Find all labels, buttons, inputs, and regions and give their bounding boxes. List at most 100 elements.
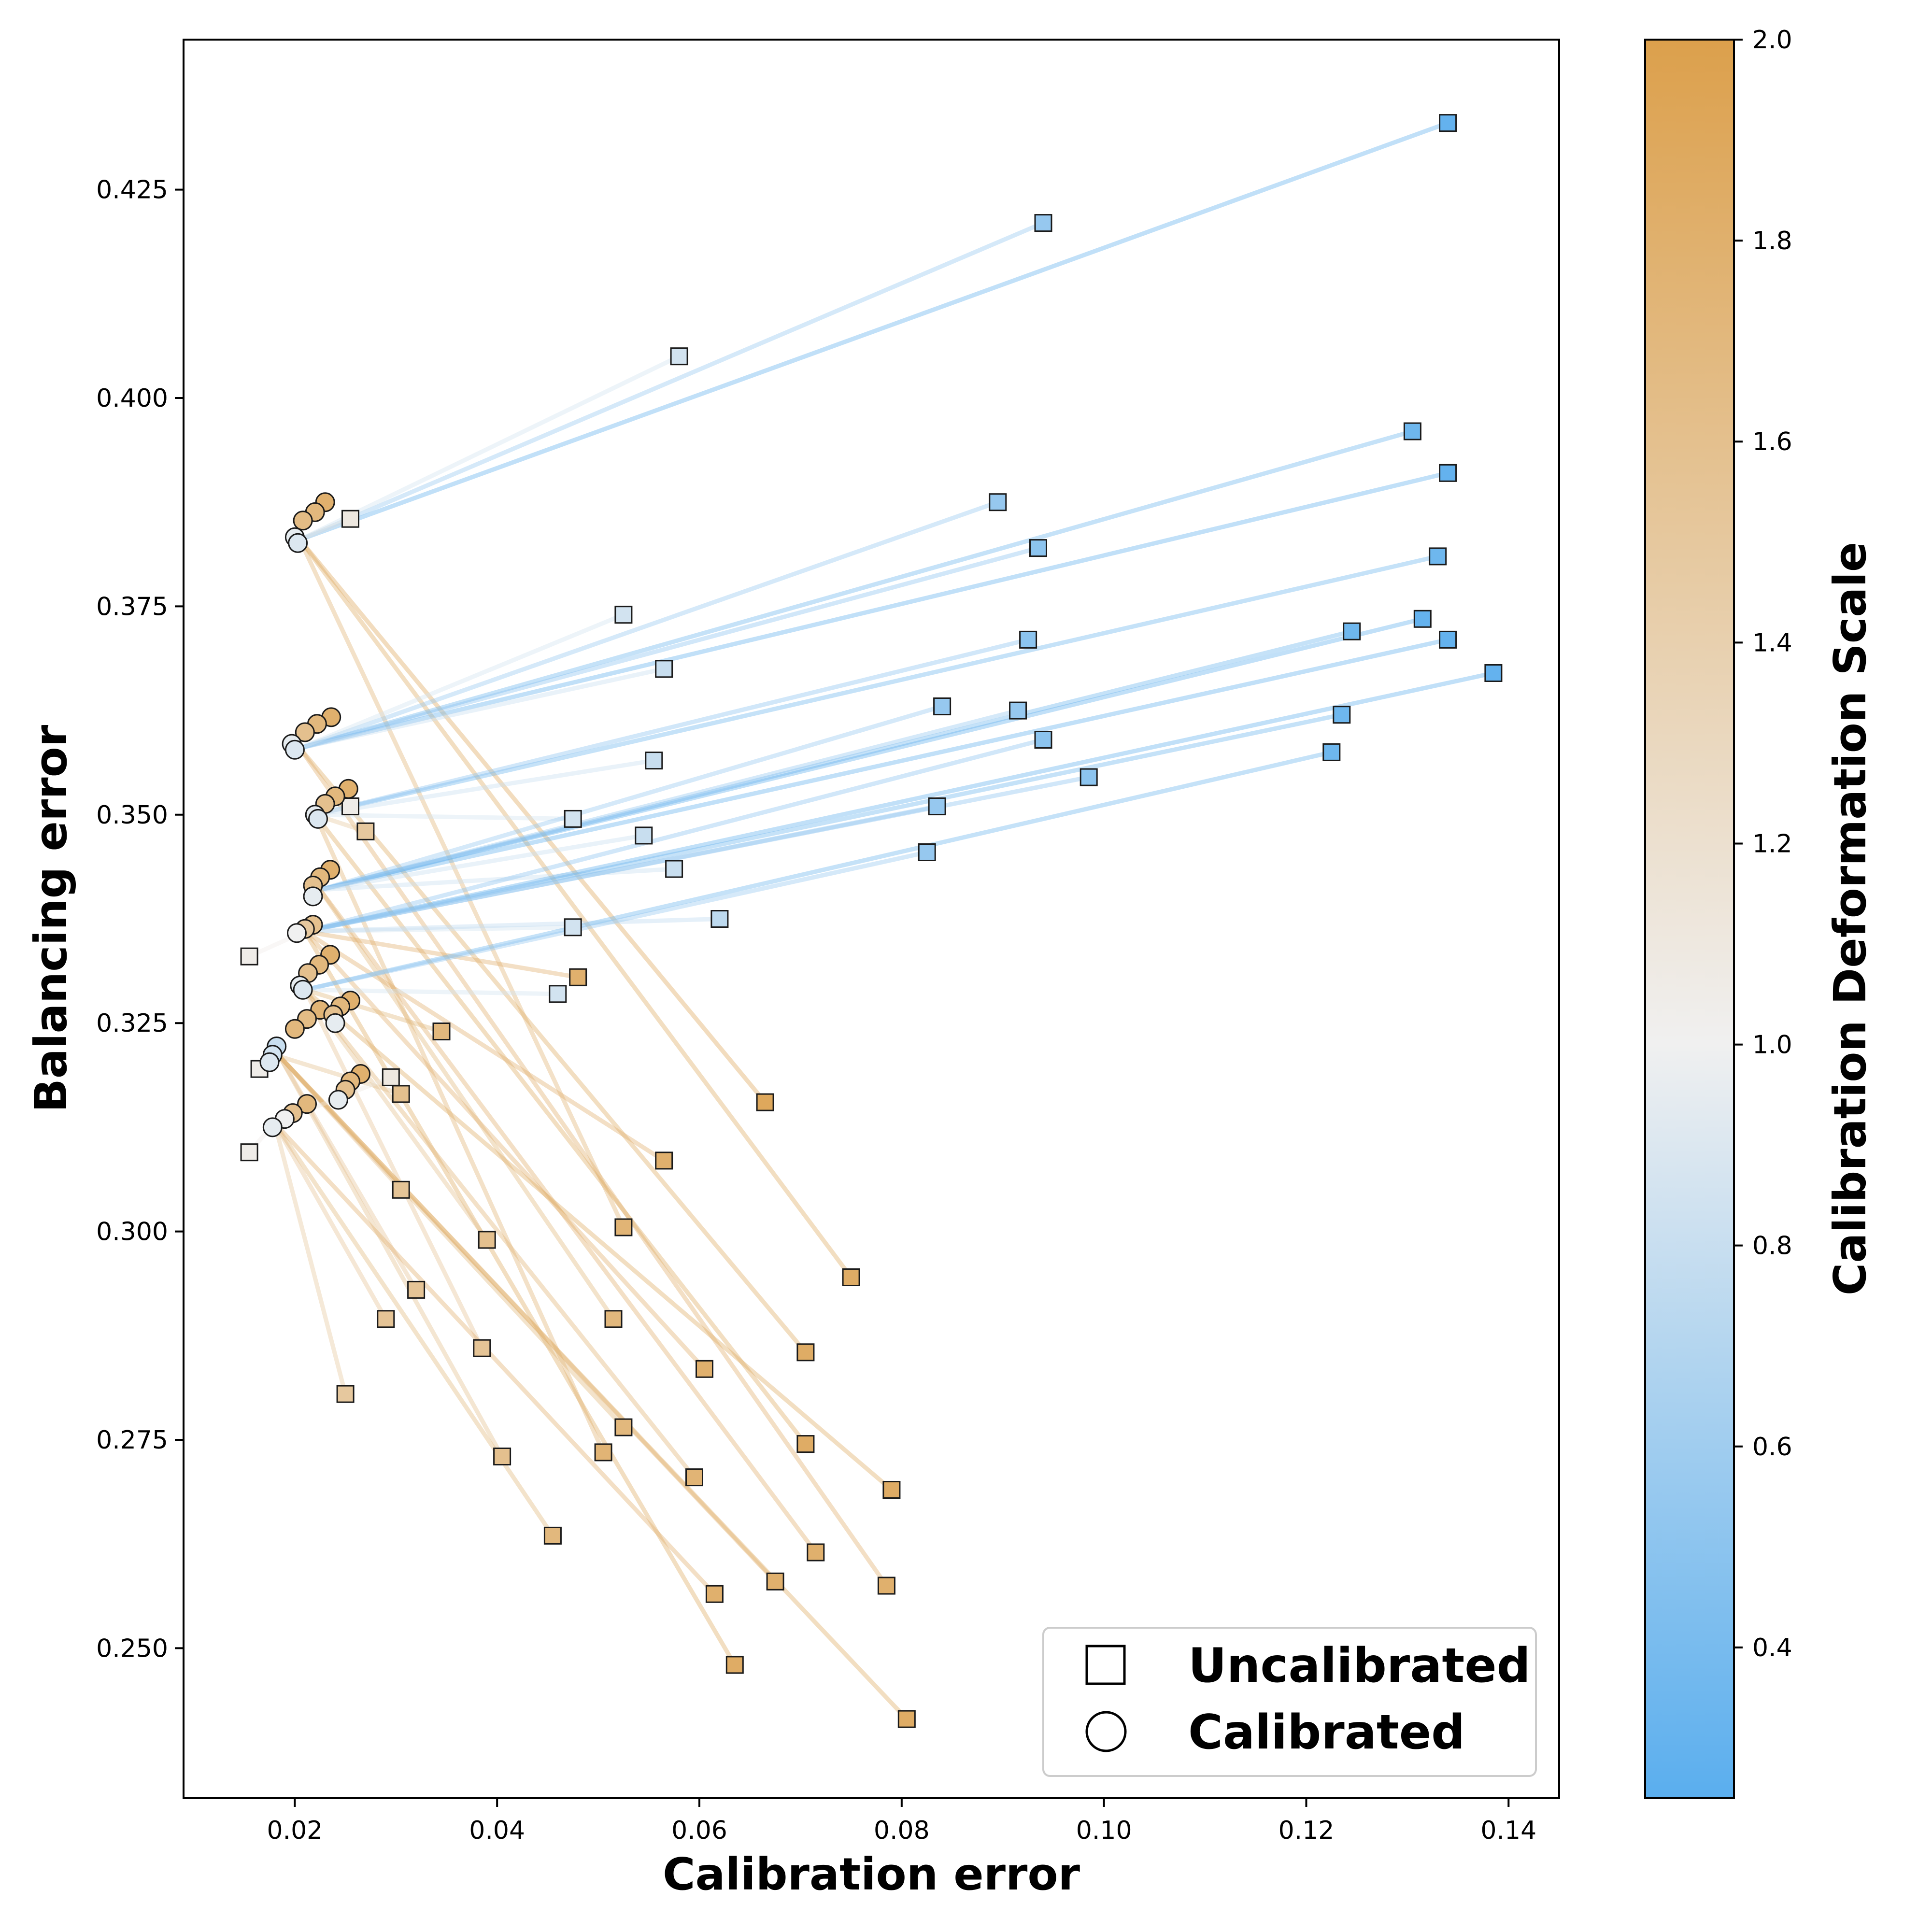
connector-line <box>302 775 1091 934</box>
uncalibrated-point <box>1029 539 1047 557</box>
uncalibrated-point <box>877 1577 895 1595</box>
uncalibrated-point <box>569 968 587 986</box>
connector-line <box>302 929 707 1371</box>
calibrated-point <box>288 533 308 553</box>
uncalibrated-point <box>670 347 688 366</box>
uncalibrated-point <box>1009 701 1027 720</box>
uncalibrated-point <box>1403 422 1421 440</box>
uncalibrated-point <box>341 797 359 815</box>
uncalibrated-point <box>807 1543 825 1562</box>
calibrated-point <box>325 1013 345 1033</box>
uncalibrated-point <box>543 1526 562 1545</box>
uncalibrated-point <box>336 1385 355 1403</box>
uncalibrated-point <box>725 1656 744 1674</box>
connector-line <box>277 1054 778 1584</box>
connector-line <box>302 929 667 1163</box>
uncalibrated-point <box>665 860 683 878</box>
uncalibrated-points <box>240 114 1503 1728</box>
colorbar-tick-label: 1.6 <box>1752 427 1792 456</box>
connector-line <box>318 637 1450 892</box>
uncalibrated-point <box>1439 114 1457 132</box>
colorbar-tick-label: 1.8 <box>1752 227 1792 256</box>
connector-line <box>302 750 1334 992</box>
uncalibrated-point <box>549 985 567 1003</box>
connector-line <box>277 1054 626 1430</box>
uncalibrated-point <box>705 1585 724 1603</box>
uncalibrated-point <box>493 1448 511 1465</box>
connector-line <box>272 1121 348 1396</box>
uncalibrated-point <box>392 1180 410 1199</box>
calibrated-point <box>293 980 313 1000</box>
uncalibrated-point <box>918 843 936 861</box>
uncalibrated-point <box>564 918 582 937</box>
colorbar-tick-label: 1.0 <box>1752 1031 1792 1060</box>
colorbar-tick-label: 0.6 <box>1752 1433 1792 1462</box>
uncalibrated-point <box>645 752 663 770</box>
uncalibrated-point <box>882 1481 901 1499</box>
calibrated-point <box>284 739 305 760</box>
legend-box <box>1042 1627 1537 1777</box>
y-tick-label: 0.425 <box>96 176 168 205</box>
connector-line <box>302 712 1344 934</box>
connector-line <box>302 929 581 980</box>
uncalibrated-point <box>989 493 1007 511</box>
legend-circle-marker <box>1085 1711 1127 1752</box>
connector-line <box>318 616 1425 892</box>
calibrated-point <box>293 511 313 531</box>
uncalibrated-point <box>356 822 375 840</box>
colorbar-tick-label: 2.0 <box>1752 26 1792 55</box>
uncalibrated-point <box>392 1085 410 1103</box>
y-tick-label: 0.375 <box>96 592 168 621</box>
uncalibrated-point <box>1333 706 1351 724</box>
y-tick-label: 0.275 <box>96 1426 168 1455</box>
uncalibrated-point <box>240 1143 258 1162</box>
connector-line <box>302 987 560 996</box>
uncalibrated-point <box>1439 630 1457 649</box>
connector-line <box>277 1054 403 1192</box>
legend: Uncalibrated Calibrated <box>1042 1627 1537 1777</box>
connector-line <box>298 537 853 1279</box>
uncalibrated-point <box>1484 664 1503 682</box>
uncalibrated-point <box>614 1418 633 1436</box>
connector-line <box>298 354 682 542</box>
connector-line <box>298 500 1000 751</box>
uncalibrated-point <box>473 1339 491 1357</box>
connector-line <box>272 1121 717 1596</box>
uncalibrated-point <box>710 910 729 928</box>
uncalibrated-point <box>1439 464 1457 482</box>
uncalibrated-point <box>1034 731 1052 749</box>
calibrated-points <box>259 492 370 1137</box>
connector-line <box>298 667 667 751</box>
connector-lines <box>247 121 1496 1721</box>
uncalibrated-point <box>432 1023 451 1040</box>
connector-line <box>298 221 1046 542</box>
uncalibrated-point <box>382 1068 400 1086</box>
connector-line <box>313 812 575 821</box>
calibrated-point <box>259 1052 280 1072</box>
connector-line <box>298 429 1415 751</box>
uncalibrated-point <box>897 1710 916 1728</box>
uncalibrated-point <box>655 660 673 678</box>
x-tick-label: 0.12 <box>1279 1816 1335 1845</box>
uncalibrated-point <box>594 1443 612 1462</box>
connector-line <box>298 537 626 1230</box>
connector-line <box>313 554 1440 817</box>
uncalibrated-point <box>842 1268 860 1286</box>
uncalibrated-point <box>604 1310 623 1328</box>
uncalibrated-point <box>796 1435 815 1453</box>
uncalibrated-point <box>407 1280 426 1299</box>
y-tick-label: 0.400 <box>96 384 168 413</box>
uncalibrated-point <box>928 797 946 815</box>
colorbar-tick-label: 1.2 <box>1752 829 1792 858</box>
connector-line <box>272 1121 388 1321</box>
connector-line <box>302 925 575 934</box>
y-tick-label: 0.250 <box>96 1634 168 1663</box>
x-axis: 0.02 0.04 0.06 0.08 0.10 0.12 0.14 <box>267 1798 1536 1845</box>
uncalibrated-point <box>1343 622 1361 640</box>
y-axis-title: Balancing error <box>25 724 77 1112</box>
uncalibrated-point <box>756 1093 774 1111</box>
connector-line <box>302 804 939 934</box>
x-tick-label: 0.04 <box>469 1816 525 1845</box>
connector-line <box>298 470 1450 751</box>
uncalibrated-point <box>377 1310 395 1328</box>
